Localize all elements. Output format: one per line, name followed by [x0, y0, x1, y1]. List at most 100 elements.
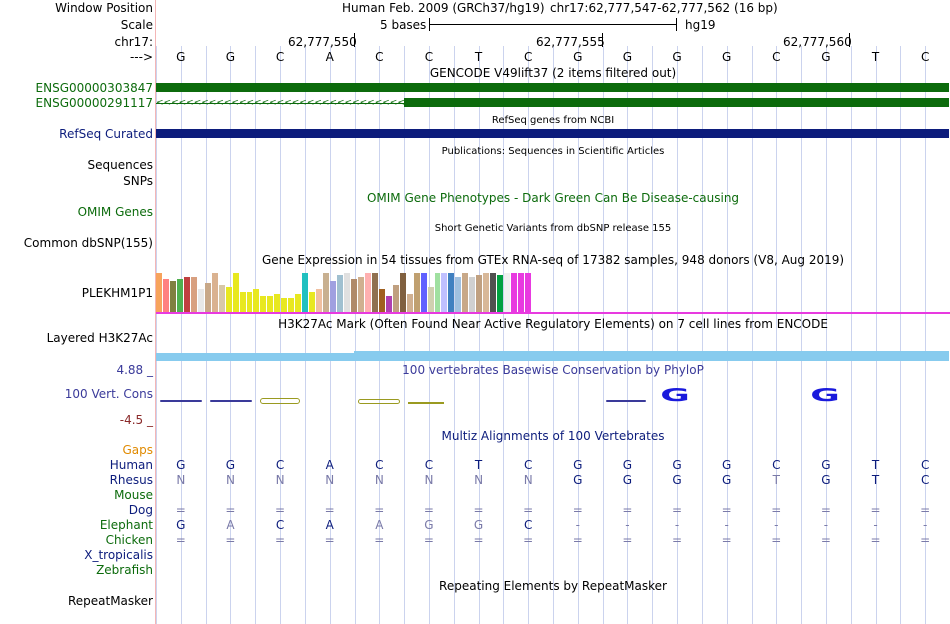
- gene-exon-bar[interactable]: [404, 98, 949, 107]
- grid-line: [453, 46, 455, 624]
- alignment-base: -: [923, 518, 928, 532]
- sequence-base: G: [622, 50, 633, 64]
- alignment-base: -: [575, 518, 580, 532]
- sequences-label[interactable]: Sequences: [87, 158, 153, 172]
- gtex-bar: [239, 291, 246, 312]
- phylop-mark: [408, 402, 444, 404]
- alignment-base: =: [721, 503, 732, 517]
- grid-line: [255, 46, 257, 624]
- gene-label[interactable]: ENSG00000291117: [35, 96, 153, 110]
- gencode-track-title[interactable]: GENCODE V49lift37 (2 items filtered out): [429, 66, 677, 80]
- species-label[interactable]: Human: [109, 458, 153, 472]
- species-label[interactable]: Rhesus: [109, 473, 153, 487]
- pubs-track-title[interactable]: Publications: Sequences in Scientific Ar…: [441, 146, 665, 157]
- alignment-base: T: [871, 473, 880, 487]
- phylop-mark: G: [810, 385, 840, 406]
- species-label[interactable]: X_tropicalis: [84, 548, 153, 562]
- gtex-bar: [323, 273, 330, 312]
- h3k27ac-signal: [156, 353, 354, 361]
- alignment-base: A: [226, 518, 235, 532]
- alignment-base: N: [275, 473, 285, 487]
- species-label[interactable]: Elephant: [99, 518, 153, 532]
- alignment-base: =: [771, 503, 782, 517]
- grid-line: [925, 46, 927, 624]
- omim-label[interactable]: OMIM Genes: [77, 205, 153, 219]
- alignment-base: =: [572, 533, 583, 547]
- tick-label: 62,777,550: [288, 35, 357, 49]
- gene-label[interactable]: ENSG00000303847: [35, 81, 153, 95]
- alignment-base: =: [920, 533, 931, 547]
- alignment-base: T: [871, 458, 880, 472]
- h3k27ac-track-title[interactable]: H3K27Ac Mark (Often Found Near Active Re…: [278, 317, 828, 331]
- gene-intron-line[interactable]: <<<<<<<<<<<<<<<<<<<<<<<<<<<<<<<<<<<<<<<<…: [156, 98, 404, 108]
- repeatmasker-track-title[interactable]: Repeating Elements by RepeatMasker: [439, 579, 667, 593]
- sequence-base: C: [523, 50, 533, 64]
- grid-line: [776, 46, 778, 624]
- alignment-base: T: [772, 473, 780, 487]
- gtex-bar: [169, 281, 176, 312]
- gtex-track-title[interactable]: Gene Expression in 54 tissues from GTEx …: [261, 253, 845, 267]
- snps-label[interactable]: SNPs: [123, 174, 153, 188]
- alignment-base: -: [774, 518, 779, 532]
- gtex-bar: [288, 297, 295, 312]
- refseq-bar[interactable]: [156, 129, 949, 138]
- omim-track-title[interactable]: OMIM Gene Phenotypes - Dark Green Can Be…: [366, 191, 740, 205]
- alignment-base: C: [772, 458, 781, 472]
- alignment-base: -: [823, 518, 829, 532]
- grid-line: [726, 46, 728, 624]
- gtex-bar: [344, 273, 350, 312]
- alignment-base: G: [821, 473, 831, 487]
- refseq-track-title[interactable]: RefSeq genes from NCBI: [491, 115, 615, 126]
- alignment-base: =: [672, 503, 683, 517]
- repeatmasker-label[interactable]: RepeatMasker: [67, 594, 153, 608]
- alignment-base: -: [625, 518, 630, 532]
- scale-bar: [429, 18, 677, 32]
- alignment-base: G: [225, 458, 236, 472]
- alignment-base: =: [275, 503, 286, 517]
- alignment-base: =: [473, 533, 484, 547]
- species-label[interactable]: Dog: [128, 503, 153, 517]
- gtex-bar: [274, 293, 281, 312]
- gene-bar[interactable]: [156, 83, 949, 92]
- gtex-bar: [406, 293, 413, 312]
- grid-line: [627, 46, 629, 624]
- gtex-bar: [434, 273, 441, 312]
- gtex-bar: [469, 277, 476, 312]
- gtex-bar: [162, 279, 169, 312]
- sequence-base: C: [424, 50, 434, 64]
- phylop-mark: [606, 400, 646, 402]
- alignment-base: A: [325, 518, 334, 532]
- phylop-mark: G: [660, 385, 690, 406]
- dbsnp-track-title[interactable]: Short Genetic Variants from dbSNP releas…: [434, 223, 672, 234]
- phylop-track-title[interactable]: 100 vertebrates Basewise Conservation by…: [402, 363, 704, 377]
- cons-label[interactable]: 100 Vert. Cons: [64, 387, 153, 401]
- alignment-base: C: [375, 458, 384, 472]
- alignment-base: =: [870, 533, 881, 547]
- sequence-base: G: [821, 50, 831, 64]
- alignment-base: N: [523, 473, 533, 487]
- h3k27ac-label[interactable]: Layered H3K27Ac: [46, 331, 153, 345]
- scale-db: hg19: [685, 18, 716, 32]
- h3k27ac-signal: [354, 351, 949, 361]
- grid-line: [379, 46, 381, 624]
- multiz-track-title[interactable]: Multiz Alignments of 100 Vertebrates: [441, 429, 665, 443]
- species-label[interactable]: Zebrafish: [96, 563, 153, 577]
- gtex-bar: [316, 289, 323, 312]
- gtex-bar: [232, 273, 239, 312]
- gtex-bar: [364, 273, 371, 312]
- alignment-base: C: [920, 473, 930, 487]
- species-label[interactable]: Chicken: [105, 533, 153, 547]
- gtex-bar: [511, 273, 518, 312]
- sequence-base: G: [722, 50, 732, 64]
- alignment-base: T: [474, 458, 483, 472]
- gtex-gene-label[interactable]: PLEKHM1P1: [81, 286, 153, 300]
- gtex-bar-chart[interactable]: [156, 271, 950, 312]
- species-label[interactable]: Mouse: [114, 488, 153, 502]
- dbsnp-label[interactable]: Common dbSNP(155): [23, 236, 153, 250]
- gtex-bar: [337, 275, 343, 312]
- gtex-bar: [350, 279, 357, 312]
- alignment-base: C: [424, 458, 434, 472]
- refseq-label[interactable]: RefSeq Curated: [59, 127, 153, 141]
- gaps-label[interactable]: Gaps: [122, 443, 153, 457]
- alignment-base: G: [622, 473, 633, 487]
